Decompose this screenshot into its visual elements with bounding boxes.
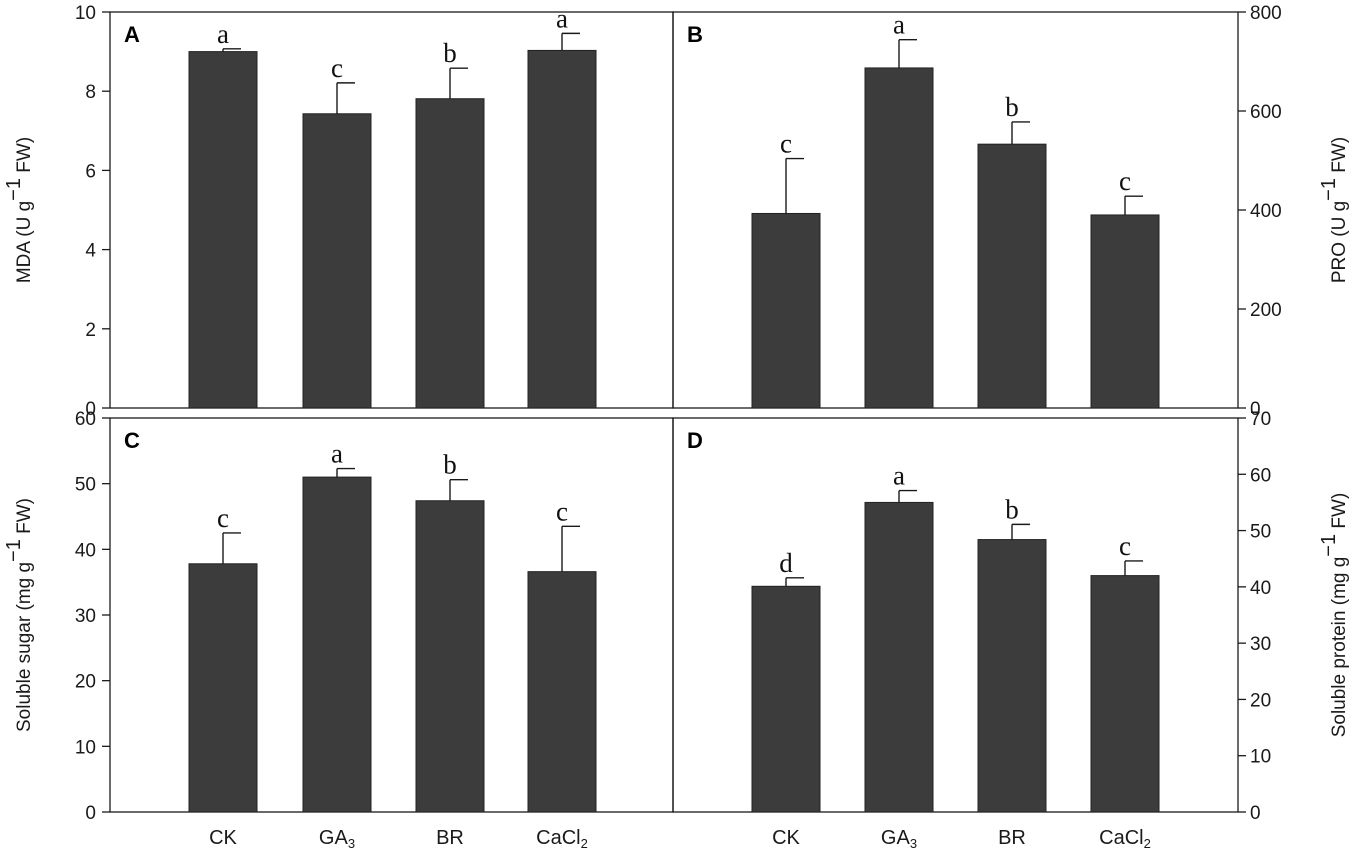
bar-br xyxy=(415,500,485,813)
significance-letter: b xyxy=(443,450,457,480)
bar-ga3 xyxy=(864,67,934,409)
panel-label: B xyxy=(687,22,703,47)
y-tick-label: 0 xyxy=(1250,803,1261,824)
x-category-label: GA3 xyxy=(319,827,355,851)
y-tick-label: 800 xyxy=(1250,3,1282,24)
panel-label: A xyxy=(124,22,140,47)
bar-ck xyxy=(751,585,821,813)
significance-letter: c xyxy=(217,503,229,533)
significance-letter: c xyxy=(780,129,792,159)
bar-br xyxy=(977,143,1047,409)
y-tick-label: 0 xyxy=(85,803,96,824)
panel-label: C xyxy=(124,428,140,453)
y-tick-label: 0 xyxy=(85,399,96,420)
significance-letter: a xyxy=(217,19,229,49)
y-axis-title: PRO (U g−1 FW) xyxy=(1318,137,1350,283)
x-category-label: CaCl2 xyxy=(536,827,588,851)
bar-ck xyxy=(188,563,258,813)
y-tick-label: 60 xyxy=(1250,465,1271,486)
significance-letter: a xyxy=(331,439,343,469)
bar-cacl2 xyxy=(1090,214,1160,409)
y-tick-label: 10 xyxy=(75,737,96,758)
y-tick-label: 0 xyxy=(1250,399,1261,420)
y-tick-label: 40 xyxy=(1250,578,1271,599)
y-tick-label: 50 xyxy=(75,475,96,496)
bar-br xyxy=(415,98,485,409)
y-tick-label: 200 xyxy=(1250,300,1282,321)
x-category-label: CK xyxy=(209,827,237,849)
y-tick-label: 70 xyxy=(1250,409,1271,430)
x-axis-category-labels: CK GA3 BR CaCl2 CK GA3 BR CaCl2 xyxy=(209,827,1151,851)
y-axis-title: MDA (U g−1 FW) xyxy=(3,137,35,283)
y-tick-label: 50 xyxy=(1250,522,1271,543)
y-tick-label: 10 xyxy=(1250,747,1271,768)
y-tick-label: 600 xyxy=(1250,102,1282,123)
panel-label: D xyxy=(687,428,703,453)
y-axis-title: Soluble protein (mg g−1 FW) xyxy=(1318,493,1350,738)
y-tick-label: 6 xyxy=(85,161,96,182)
panel-frame xyxy=(672,417,1239,813)
y-tick-label: 400 xyxy=(1250,201,1282,222)
significance-letter: d xyxy=(779,548,793,578)
bar-cacl2 xyxy=(1090,575,1160,813)
x-category-label: BR xyxy=(998,827,1026,849)
y-tick-label: 40 xyxy=(75,540,96,561)
significance-letter: b xyxy=(1005,92,1019,122)
y-tick-label: 20 xyxy=(1250,690,1271,711)
panel-d: 0 10 20 30 40 50 60 70 Soluble protein (mg g−1 F… xyxy=(672,409,1350,824)
x-category-label: GA3 xyxy=(881,827,917,851)
x-category-label: CaCl2 xyxy=(1099,827,1151,851)
y-tick-label: 30 xyxy=(1250,634,1271,655)
x-category-label: CK xyxy=(772,827,800,849)
bar-ck xyxy=(188,51,258,409)
y-tick-label: 10 xyxy=(75,3,96,24)
significance-letter: a xyxy=(556,3,568,33)
y-tick-label: 20 xyxy=(75,672,96,693)
bar-ga3 xyxy=(302,476,372,813)
bar-cacl2 xyxy=(527,571,597,813)
significance-letter: b xyxy=(1005,494,1019,524)
x-category-label: BR xyxy=(436,827,464,849)
significance-letter: a xyxy=(893,10,905,40)
y-tick-label: 2 xyxy=(85,320,96,341)
y-tick-label: 60 xyxy=(75,409,96,430)
y-axis-title: Soluble sugar (mg g−1 FW) xyxy=(3,498,35,732)
significance-letter: a xyxy=(893,461,905,491)
panel-c: 0 10 20 30 40 50 60 Soluble sugar (mg g−1 FW) Cc… xyxy=(3,409,674,824)
significance-letter: c xyxy=(1119,166,1131,196)
panel-b: 0 200 400 600 800 PRO (U g−1 FW) Bc a b c xyxy=(672,3,1350,420)
bar-cacl2 xyxy=(527,49,597,409)
y-tick-label: 4 xyxy=(85,241,96,262)
significance-letter: c xyxy=(1119,531,1131,561)
significance-letter: b xyxy=(443,38,457,68)
y-tick-label: 30 xyxy=(75,606,96,627)
bar-ck xyxy=(751,212,821,409)
bar-ga3 xyxy=(864,501,934,813)
panel-a: 0 2 4 6 8 10 MDA (U g−1 FW) A a c b a xyxy=(3,3,674,420)
bar-br xyxy=(977,539,1047,813)
significance-letter: c xyxy=(556,496,568,526)
significance-letter: c xyxy=(331,53,343,83)
y-tick-label: 8 xyxy=(85,82,96,103)
bar-ga3 xyxy=(302,113,372,409)
